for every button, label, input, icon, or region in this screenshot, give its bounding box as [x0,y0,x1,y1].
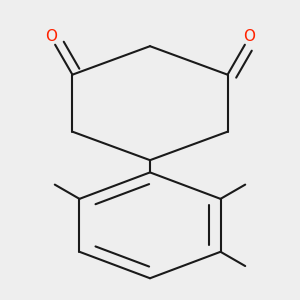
Text: O: O [243,29,255,44]
Text: O: O [45,29,57,44]
